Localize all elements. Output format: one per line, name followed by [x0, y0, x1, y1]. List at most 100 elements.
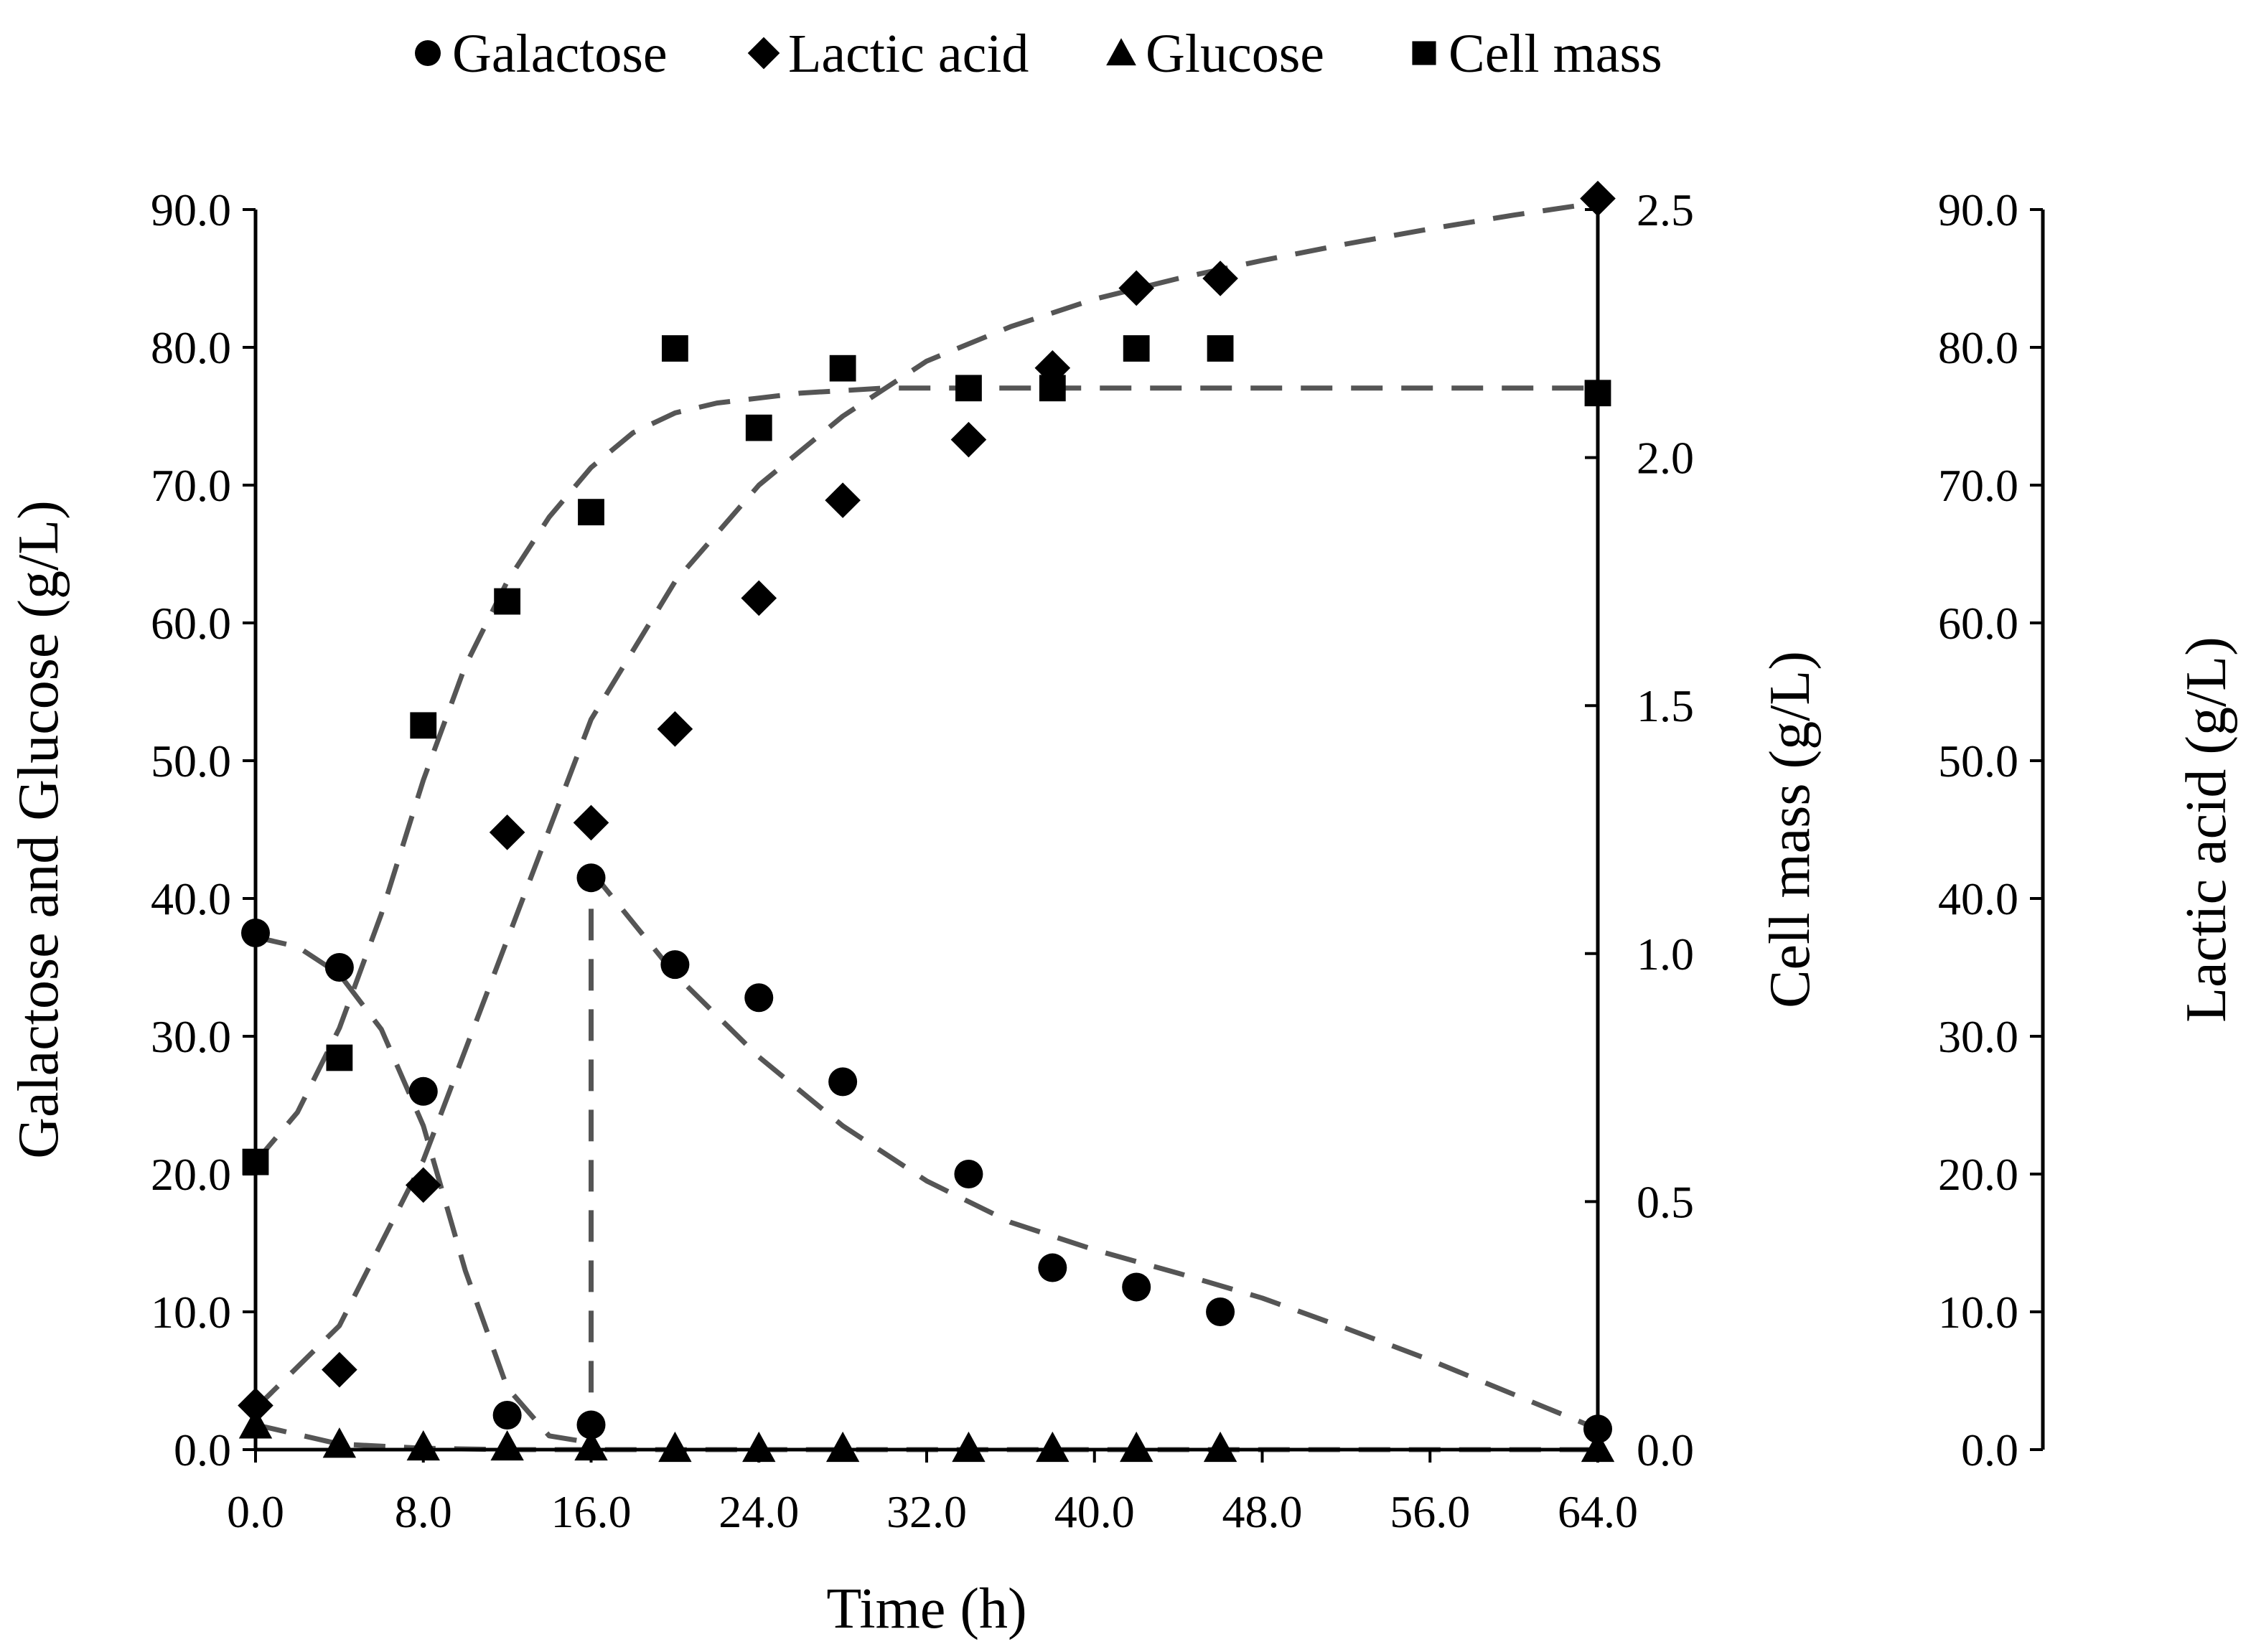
- legend-label-cell-mass: Cell mass: [1449, 24, 1662, 84]
- cell-mass-point: [745, 414, 772, 441]
- glucose-point: [490, 1430, 524, 1461]
- glucose-point: [742, 1431, 776, 1463]
- y-right-tick-label: 30.0: [1938, 1011, 2018, 1062]
- lactic-acid-point: [489, 815, 525, 850]
- y-right-tick-label: 80.0: [1938, 322, 2018, 373]
- cell-mass-point: [242, 1148, 269, 1175]
- lactic-acid-point: [741, 580, 777, 616]
- galactose-point: [828, 1067, 858, 1097]
- cell-mass-point: [326, 1044, 353, 1071]
- x-tick-label: 40.0: [1054, 1486, 1135, 1537]
- glucose-point: [238, 1408, 273, 1439]
- glucose-point: [1581, 1431, 1615, 1463]
- tick-labels: 0.0 8.0 16.0 24.0 32.0 40.0 48.0 56.0 64.0 0.0 10.…: [151, 184, 2018, 1537]
- x-tick-label: 64.0: [1558, 1486, 1638, 1537]
- x-tick-label: 48.0: [1222, 1486, 1303, 1537]
- galactose-point: [1206, 1297, 1235, 1326]
- galactose-point: [1583, 1414, 1612, 1444]
- y-left-tick-label: 10.0: [151, 1287, 231, 1338]
- lactic-acid-point: [950, 421, 987, 458]
- y-mid-axis-label: Cell mass (g/L): [1759, 651, 1822, 1008]
- galactose-point: [492, 1401, 522, 1430]
- glucose-point: [322, 1427, 357, 1458]
- y-left-tick-label: 0.0: [174, 1425, 231, 1475]
- galactose-point: [408, 1076, 438, 1106]
- x-tick-label: 16.0: [551, 1486, 632, 1537]
- lactic-acid-point: [573, 804, 609, 841]
- axes: [253, 210, 2045, 1452]
- y-left-tick-label: 30.0: [151, 1011, 231, 1062]
- fit-glucose-fit: [255, 1422, 1598, 1452]
- y-right-tick-label: 70.0: [1938, 460, 2018, 511]
- glucose-point: [1036, 1431, 1070, 1463]
- glucose-point: [406, 1430, 440, 1461]
- galactose-point: [954, 1160, 983, 1188]
- fit-lactic-acid-fit: [253, 200, 1599, 1410]
- lactic-acid-point: [657, 711, 693, 747]
- galactose-point: [576, 1410, 606, 1440]
- fit-galactose-fit-phase-2: [589, 869, 1599, 1432]
- fit-cell-mass-fit: [253, 385, 1598, 1164]
- y-left-tick-label: 50.0: [151, 736, 231, 787]
- y-left-tick-label: 70.0: [151, 460, 231, 511]
- cell-mass-point: [1584, 380, 1611, 407]
- lactic-acid-point: [238, 1387, 273, 1424]
- fit-galactose-fit-phase-1: [255, 934, 592, 1445]
- y-right-tick-label: 20.0: [1938, 1149, 2018, 1200]
- y-left-tick-label: 90.0: [151, 184, 231, 235]
- legend-marker-glucose: [1106, 38, 1136, 66]
- y-mid-tick-label: 1.5: [1637, 680, 1694, 731]
- x-tick-label: 8.0: [395, 1486, 452, 1537]
- lactic-acid-point: [405, 1167, 441, 1203]
- y-left-tick-label: 20.0: [151, 1149, 231, 1200]
- legend-marker-lactic-acid: [747, 37, 780, 70]
- y-right-tick-label: 90.0: [1938, 184, 2018, 235]
- y-left-axis-label: Galactose and Glucose (g/L): [7, 500, 70, 1158]
- cell-mass-point: [1207, 335, 1234, 362]
- y-mid-tick-label: 1.0: [1637, 929, 1694, 980]
- y-left-tick-label: 40.0: [151, 873, 231, 924]
- galactose-point: [324, 953, 354, 982]
- legend-marker-cell-mass: [1412, 41, 1436, 65]
- fit-curves: [253, 200, 1599, 1452]
- y-left-tick-label: 60.0: [151, 598, 231, 649]
- lactic-acid-point: [825, 482, 861, 518]
- data-points: [238, 180, 1616, 1463]
- galactose-point: [744, 983, 774, 1013]
- cell-mass-point: [578, 499, 604, 526]
- galactose-point: [1122, 1272, 1151, 1302]
- legend: Galactose Lactic acid Glucose Cell mass: [415, 24, 1662, 84]
- lactic-acid-point: [1202, 261, 1238, 296]
- y-mid-tick-label: 0.0: [1637, 1425, 1694, 1475]
- y-mid-tick-label: 0.5: [1637, 1176, 1694, 1227]
- y-right-tick-label: 0.0: [1961, 1425, 2018, 1475]
- legend-label-lactic-acid: Lactic acid: [788, 24, 1029, 84]
- y-right-tick-label: 50.0: [1938, 736, 2018, 787]
- cell-mass-point: [1123, 335, 1150, 362]
- lactic-acid-point: [1580, 180, 1616, 217]
- cell-mass-point: [494, 588, 521, 615]
- galactose-point: [576, 863, 606, 893]
- glucose-point: [574, 1430, 608, 1461]
- x-axis-label: Time (h): [826, 1577, 1026, 1641]
- glucose-point: [1203, 1431, 1237, 1463]
- cell-mass-point: [410, 712, 437, 739]
- galactose-point: [241, 919, 270, 947]
- y-right-tick-label: 60.0: [1938, 598, 2018, 649]
- lactic-acid-point: [1118, 270, 1154, 306]
- y-mid-tick-label: 2.0: [1637, 433, 1694, 484]
- y-left-tick-label: 80.0: [151, 322, 231, 373]
- galactose-point: [660, 950, 690, 980]
- legend-label-glucose: Glucose: [1146, 24, 1324, 84]
- x-tick-label: 24.0: [719, 1486, 799, 1537]
- cell-mass-point: [1039, 375, 1066, 402]
- lactic-acid-point: [322, 1351, 357, 1388]
- cell-mass-point: [661, 335, 688, 362]
- galactose-point: [1038, 1253, 1067, 1282]
- x-tick-label: 32.0: [886, 1486, 967, 1537]
- y-mid-tick-label: 2.5: [1637, 184, 1694, 235]
- glucose-point: [1119, 1431, 1153, 1463]
- y-right-axis-label: Lactic acid (g/L): [2175, 637, 2238, 1022]
- y-right-tick-label: 40.0: [1938, 873, 2018, 924]
